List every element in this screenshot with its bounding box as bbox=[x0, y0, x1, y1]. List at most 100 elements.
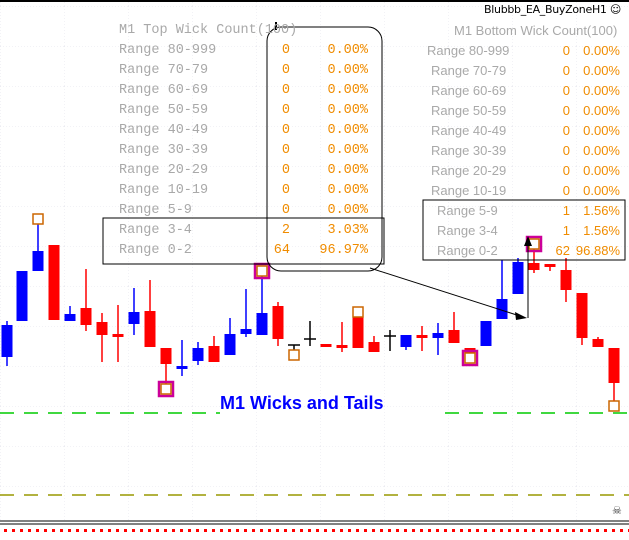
top-wick-count: 0 bbox=[281, 123, 290, 138]
bottom-wick-count: 0 bbox=[562, 63, 570, 78]
ea-name: Blubbb_EA_BuyZoneH1 bbox=[484, 3, 607, 16]
candle-bull bbox=[432, 323, 444, 355]
bottom-wick-title: M1 Bottom Wick Count(100) bbox=[454, 23, 618, 38]
bottom-wick-count: 1 bbox=[562, 223, 570, 238]
bottom-wick-pct: 0.00% bbox=[583, 143, 620, 158]
candle-bear bbox=[592, 337, 604, 347]
bottom-wick-range-label: Range 20-29 bbox=[431, 163, 507, 178]
bottom-wick-range-label: Range 3-4 bbox=[437, 223, 498, 238]
top-wick-pct: 0.00% bbox=[327, 103, 368, 118]
candle-bull bbox=[16, 271, 28, 321]
bottom-wick-count: 62 bbox=[555, 243, 570, 258]
bottom-wick-count: 0 bbox=[562, 163, 570, 178]
candle-bull bbox=[256, 270, 268, 335]
top-wick-count: 0 bbox=[281, 43, 290, 58]
top-wick-pct: 0.00% bbox=[327, 123, 368, 138]
top-wick-range-label: Range 0-2 bbox=[119, 243, 192, 258]
top-wick-pct: 0.00% bbox=[327, 83, 368, 98]
indicator-strip bbox=[4, 529, 629, 532]
bottom-wick-highlight-box bbox=[422, 199, 626, 261]
top-wick-range-label: Range 3-4 bbox=[119, 223, 192, 238]
top-wick-range-label: Range 50-59 bbox=[119, 103, 209, 118]
ea-name-label: Blubbb_EA_BuyZoneH1 ☺ bbox=[484, 3, 621, 16]
top-wick-pct: 96.97% bbox=[319, 243, 368, 258]
chart-title: M1 Wicks and Tails bbox=[220, 393, 384, 413]
candle-bear bbox=[48, 245, 60, 320]
top-wick-pct: 0.00% bbox=[327, 183, 368, 198]
candle-bear bbox=[576, 293, 588, 345]
top-wick-pct: 3.03% bbox=[327, 223, 368, 238]
skull-icon: ☠ bbox=[612, 505, 622, 517]
bottom-wick-pct: 0.00% bbox=[583, 123, 620, 138]
candle-bear bbox=[416, 326, 428, 351]
top-wick-count: 0 bbox=[281, 143, 290, 158]
candle-bull bbox=[32, 220, 44, 271]
wick-marker-top bbox=[32, 213, 44, 225]
candle-bull bbox=[192, 342, 204, 365]
top-wick-count: 0 bbox=[281, 163, 290, 178]
candle-bull bbox=[1, 321, 13, 366]
candle-bull bbox=[512, 258, 524, 294]
top-wick-highlight-box bbox=[102, 217, 385, 265]
bottom-wick-range-label: Range 80-999 bbox=[427, 43, 510, 58]
candle-bull bbox=[224, 318, 236, 355]
top-wick-range-label: Range 80-999 bbox=[119, 43, 217, 58]
bottom-wick-pct: 0.00% bbox=[583, 83, 620, 98]
bottom-wick-range-label: Range 5-9 bbox=[437, 203, 498, 218]
candle-bull bbox=[176, 340, 188, 376]
wick-marker-bottom-hl bbox=[461, 349, 479, 367]
top-wick-pct: 0.00% bbox=[327, 203, 368, 218]
wick-markers bbox=[32, 213, 620, 412]
bottom-wick-pct: 0.00% bbox=[583, 103, 620, 118]
bottom-wick-count: 0 bbox=[562, 103, 570, 118]
top-wick-range-label: Range 40-49 bbox=[119, 123, 209, 138]
bottom-wick-range-label: Range 70-79 bbox=[431, 63, 507, 78]
top-wick-count: 2 bbox=[281, 223, 290, 238]
wick-marker-top bbox=[352, 306, 364, 318]
bottom-wick-pct: 0.00% bbox=[583, 43, 620, 58]
bottom-wick-count: 1 bbox=[562, 203, 570, 218]
candle-bear bbox=[448, 312, 460, 343]
smiley-icon: ☺ bbox=[609, 3, 621, 16]
candle-bear bbox=[336, 322, 348, 352]
top-wick-count: 0 bbox=[281, 63, 290, 78]
bottom-wick-count: 0 bbox=[562, 183, 570, 198]
candle-bear bbox=[320, 344, 332, 347]
bottom-wick-range-label: Range 40-49 bbox=[431, 123, 507, 138]
chart-top-border bbox=[0, 0, 629, 2]
trend-arrow-line bbox=[369, 267, 524, 318]
candle-bull bbox=[240, 289, 252, 337]
bottom-wick-range-label: Range 10-19 bbox=[431, 183, 507, 198]
bottom-wick-range-label: Range 30-39 bbox=[431, 143, 507, 158]
bottom-wick-pct: 96.88% bbox=[575, 243, 620, 258]
wick-marker-bottom bbox=[288, 349, 300, 361]
bottom-wick-count: 0 bbox=[562, 43, 570, 58]
candle-bear bbox=[80, 269, 92, 331]
top-wick-pct: 0.00% bbox=[327, 143, 368, 158]
candle-bear bbox=[96, 313, 108, 362]
top-wick-range-label: Range 20-29 bbox=[119, 163, 209, 178]
candle-bear bbox=[368, 336, 380, 352]
wick-marker-bottom bbox=[608, 400, 620, 412]
top-wick-count: 0 bbox=[281, 203, 290, 218]
candle-bull bbox=[400, 335, 412, 350]
wick-marker-top-hl bbox=[253, 262, 271, 280]
top-wick-pct: 0.00% bbox=[327, 163, 368, 178]
top-wick-count: 0 bbox=[281, 183, 290, 198]
top-wick-values-callout bbox=[266, 26, 383, 272]
candle-doji bbox=[304, 321, 316, 346]
top-wick-title: M1 Top Wick Count(100) bbox=[119, 23, 298, 38]
bottom-wick-pct: 0.00% bbox=[583, 163, 620, 178]
top-wick-pct: 0.00% bbox=[327, 43, 368, 58]
bottom-wick-range-label: Range 50-59 bbox=[431, 103, 507, 118]
wick-marker-bottom-hl bbox=[157, 380, 175, 398]
candle-bull bbox=[64, 306, 76, 321]
candle-bear bbox=[272, 302, 284, 346]
bottom-wick-pct: 0.00% bbox=[583, 63, 620, 78]
top-wick-count: 0 bbox=[281, 83, 290, 98]
top-wick-count: 0 bbox=[281, 103, 290, 118]
candle-bear bbox=[160, 348, 172, 385]
candle-bear bbox=[560, 258, 572, 302]
bottom-wick-count: 0 bbox=[562, 123, 570, 138]
